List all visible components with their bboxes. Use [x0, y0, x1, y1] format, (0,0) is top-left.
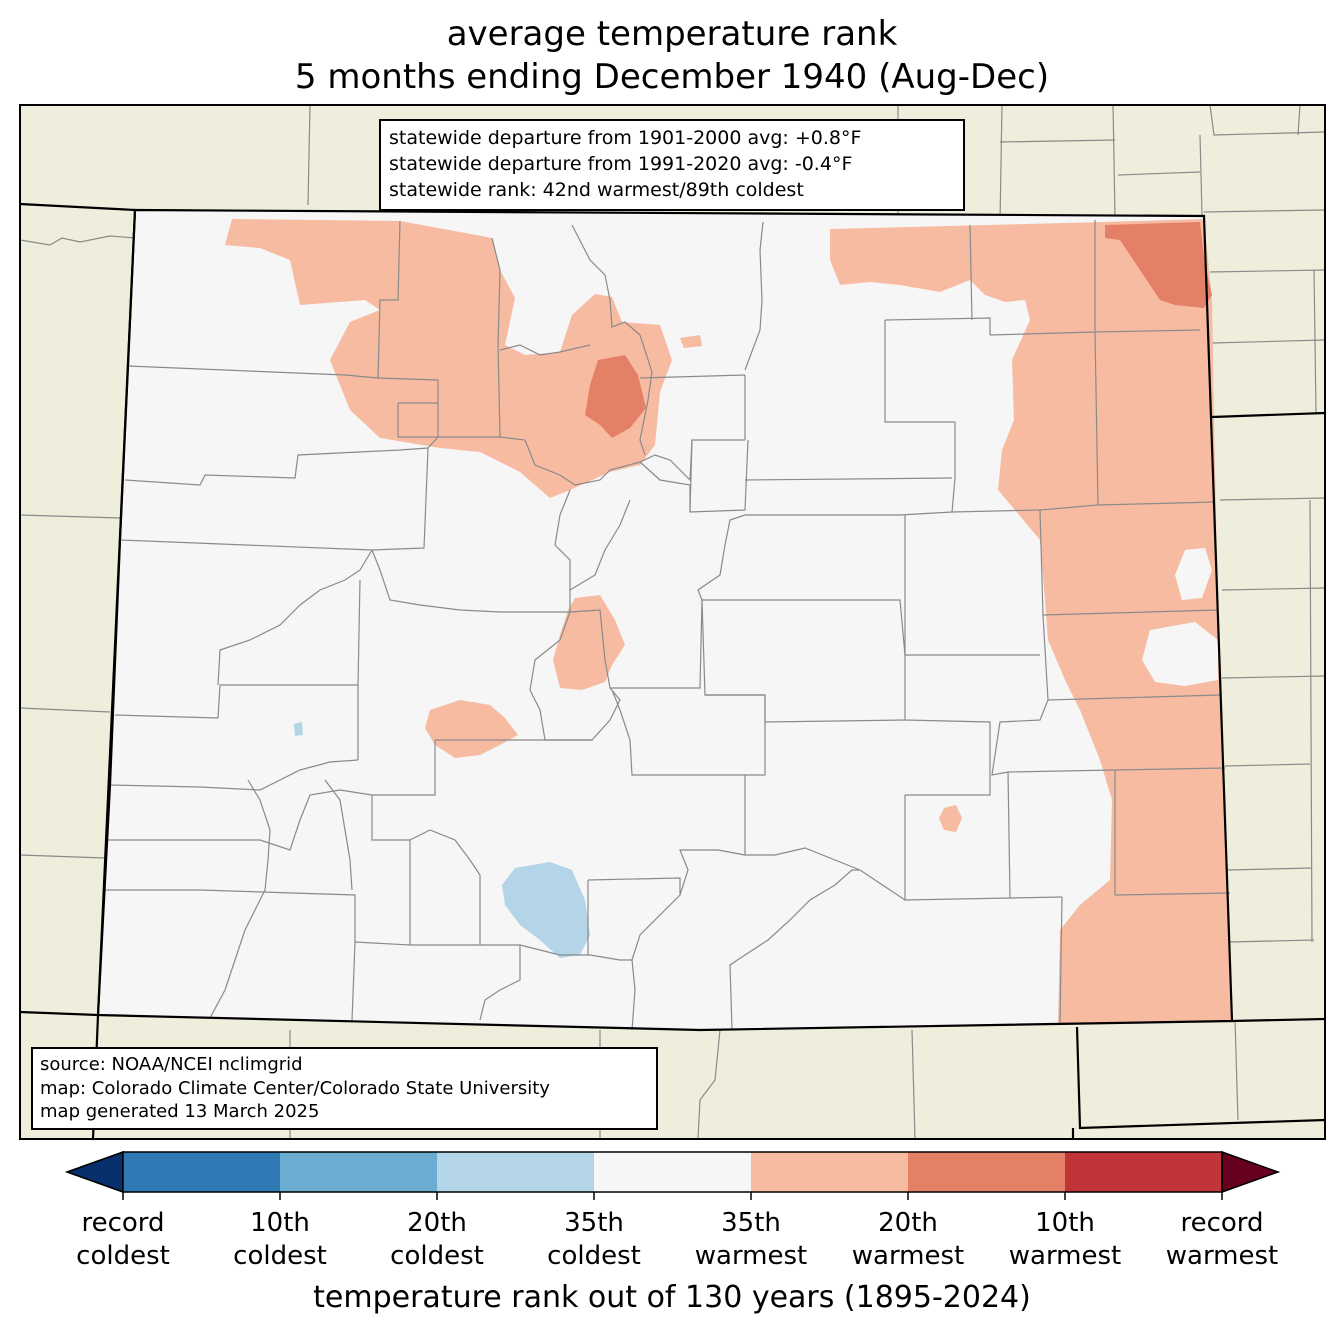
map-border: [19, 104, 1326, 1140]
rank-regions: [225, 219, 1232, 1024]
colorbar-label-top: record: [1180, 1208, 1264, 1238]
colorbar-label-10th-coldest: 10th coldest: [205, 1207, 355, 1273]
colorbar-bin-1: [123, 1152, 280, 1192]
colorbar-label-35th-warmest: 35th warmest: [676, 1207, 826, 1273]
colorbar-bin-7: [1065, 1152, 1222, 1192]
warm-rank-20th-northeast: [1105, 222, 1212, 308]
colorbar-label-top: 10th: [250, 1208, 310, 1238]
map-credit-line: map: Colorado Climate Center/Colorado St…: [40, 1077, 550, 1099]
colorbar-label-bottom: coldest: [76, 1241, 170, 1271]
colorbar-bin-6: [908, 1152, 1065, 1192]
colorbar-label-top: record: [81, 1208, 165, 1238]
warm-region-central: [553, 595, 625, 690]
cool-region-west-dot: [294, 722, 303, 736]
colorbar-label-bottom: warmest: [1165, 1241, 1279, 1271]
colorbar-bin-3: [437, 1152, 594, 1192]
colorbar-label-top: 35th: [564, 1208, 624, 1238]
colorbar-label-top: 35th: [721, 1208, 781, 1238]
colorbar-label-record-warmest: record warmest: [1147, 1207, 1297, 1273]
colorbar-title: temperature rank out of 130 years (1895-…: [313, 1280, 1031, 1315]
colorbar-label-bottom: warmest: [694, 1241, 808, 1271]
neighbor-state-lines: [19, 104, 1326, 1140]
colorbar-label-bottom: coldest: [390, 1241, 484, 1271]
stats-departure-1901-2000: statewide departure from 1901-2000 avg: …: [389, 127, 862, 149]
colorbar-label-top: 20th: [407, 1208, 467, 1238]
colorbar-label-bottom: coldest: [233, 1241, 327, 1271]
cool-region-south: [502, 862, 590, 958]
warm-region-east: [830, 219, 1232, 1024]
county-lines: [105, 220, 1231, 1031]
colorbar-label-bottom: coldest: [547, 1241, 641, 1271]
colorbar-label-20th-warmest: 20th warmest: [833, 1207, 983, 1273]
statewide-stats-box: statewide departure from 1901-2000 avg: …: [379, 119, 965, 211]
colorbar-ticks: [122, 1192, 1223, 1200]
map-title: average temperature rank: [446, 14, 898, 54]
colorbar-outline: [122, 1151, 1223, 1193]
colorbar-label-20th-coldest: 20th coldest: [362, 1207, 512, 1273]
colorbar-extend-low: [64, 1150, 124, 1194]
colorbar-label-10th-warmest: 10th warmest: [990, 1207, 1140, 1273]
warm-region-north: [225, 219, 672, 498]
colorbar-bin-4: [594, 1152, 751, 1192]
source-box: source: NOAA/NCEI nclimgrid map: Colorad…: [31, 1047, 658, 1130]
warm-region-southeast-spot: [939, 805, 962, 832]
stats-departure-1991-2020: statewide departure from 1991-2020 avg: …: [389, 153, 853, 175]
warm-rank-20th-north: [585, 355, 646, 438]
colorbar-label-bottom: warmest: [851, 1241, 965, 1271]
source-line: source: NOAA/NCEI nclimgrid: [40, 1054, 303, 1075]
colorbar-bin-2: [280, 1152, 437, 1192]
state-borders: [19, 202, 1326, 1140]
colorbar-bin-5: [751, 1152, 908, 1192]
generated-date-line: map generated 13 March 2025: [40, 1101, 320, 1122]
map-subtitle: 5 months ending December 1940 (Aug-Dec): [294, 57, 1050, 97]
warm-region-west-central: [425, 700, 518, 758]
colorbar-label-record-coldest: record coldest: [48, 1207, 198, 1273]
colorbar-label-top: 10th: [1035, 1208, 1095, 1238]
colorbar-label-top: 20th: [878, 1208, 938, 1238]
warm-region-north-dot: [680, 335, 702, 348]
stats-rank: statewide rank: 42nd warmest/89th coldes…: [389, 179, 804, 201]
colorbar-extend-high: [1221, 1150, 1281, 1194]
neutral-hole-east: [1142, 548, 1218, 686]
colorbar-label-35th-coldest: 35th coldest: [519, 1207, 669, 1273]
colorbar: [64, 1150, 1281, 1200]
colorbar-label-bottom: warmest: [1008, 1241, 1122, 1271]
